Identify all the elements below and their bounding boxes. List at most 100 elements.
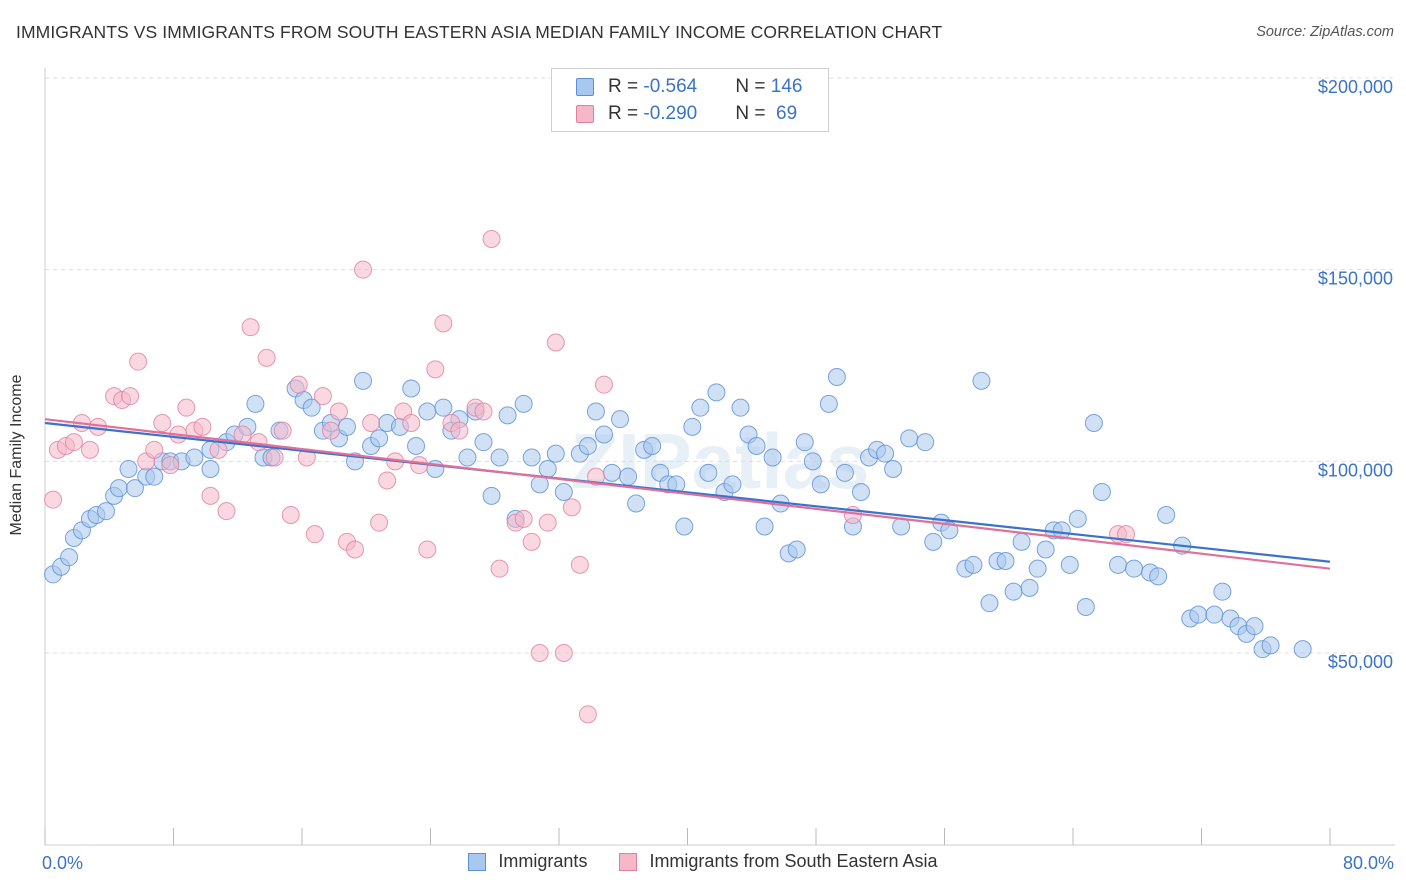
trend-line-sea [44, 418, 1331, 570]
data-point-immigrants [125, 479, 144, 498]
data-point-sea [209, 440, 228, 459]
data-point-sea [289, 375, 308, 394]
data-point-immigrants [554, 483, 573, 501]
data-point-immigrants [490, 448, 509, 467]
chart-title: IMMIGRANTS VS IMMIGRANTS FROM SOUTH EAST… [16, 22, 943, 42]
series-swatch-blue [468, 852, 487, 871]
data-point-sea [578, 705, 597, 724]
series-legend-sea: Immigrants from South Eastern Asia [619, 851, 938, 872]
data-point-sea [145, 440, 164, 459]
data-point-immigrants [916, 433, 935, 452]
data-point-immigrants [1157, 506, 1176, 524]
data-point-immigrants [1261, 636, 1280, 655]
data-point-immigrants [731, 398, 750, 417]
data-point-immigrants [246, 394, 265, 413]
data-point-sea [313, 387, 332, 406]
data-point-immigrants [302, 398, 321, 417]
data-point-immigrants [763, 448, 782, 467]
data-point-immigrants [603, 463, 622, 482]
data-point-sea [362, 414, 381, 432]
data-point-immigrants [811, 475, 830, 494]
data-point-sea [562, 498, 581, 517]
series-swatch-pink [619, 852, 638, 871]
data-point-sea [241, 318, 260, 337]
data-point-sea [378, 471, 397, 490]
data-point-sea [450, 421, 469, 440]
data-point-sea [321, 421, 340, 440]
data-point-immigrants [1076, 598, 1095, 616]
data-point-immigrants [1092, 483, 1111, 501]
y-tick-label: $200,000 [1318, 77, 1393, 97]
data-point-immigrants [643, 437, 662, 455]
data-point-immigrants [611, 410, 630, 429]
x-tick-label-min: 0.0% [42, 853, 83, 873]
legend-r-value: -0.564 [643, 76, 698, 97]
data-point-sea [522, 532, 541, 551]
source-credit: Source: ZipAtlas.com [1256, 24, 1394, 40]
data-point-immigrants [594, 425, 613, 444]
legend-r-label: R = [608, 76, 644, 97]
data-point-immigrants [691, 398, 710, 417]
data-point-immigrants [474, 433, 493, 452]
data-point-sea [129, 352, 148, 371]
data-point-immigrants [1068, 509, 1087, 528]
data-point-immigrants [924, 532, 943, 551]
data-point-sea [570, 555, 589, 574]
y-tick-label: $50,000 [1328, 652, 1393, 672]
data-point-sea [121, 387, 140, 406]
data-point-immigrants [578, 437, 597, 455]
data-point-immigrants [964, 555, 983, 574]
data-point-immigrants [1028, 559, 1047, 578]
data-point-immigrants [1189, 605, 1208, 624]
y-tick-label: $100,000 [1318, 460, 1393, 480]
data-point-immigrants [1293, 640, 1312, 659]
legend-swatch-blue [576, 78, 594, 96]
data-point-immigrants [1020, 578, 1039, 597]
data-point-immigrants [119, 460, 138, 478]
data-point-sea [538, 513, 557, 532]
data-point-immigrants [996, 552, 1015, 570]
data-point-immigrants [1245, 617, 1264, 636]
legend-r-value: -0.290 [643, 103, 698, 124]
data-point-immigrants [1060, 555, 1079, 574]
data-point-immigrants [407, 437, 426, 455]
data-point-sea [490, 559, 509, 578]
data-point-sea [482, 230, 501, 248]
data-point-immigrants [1004, 582, 1023, 601]
data-point-immigrants [707, 383, 726, 402]
data-point-immigrants [185, 448, 204, 467]
data-point-immigrants [109, 479, 128, 498]
legend-n-value: 146 [770, 76, 803, 97]
data-point-immigrants [835, 463, 854, 482]
data-point-immigrants [787, 540, 806, 559]
data-point-immigrants [747, 437, 766, 455]
data-point-sea [217, 502, 236, 521]
trend-line-immigrants [44, 421, 1331, 563]
data-point-immigrants [819, 394, 838, 413]
data-point-immigrants [884, 460, 903, 478]
data-point-sea [370, 513, 389, 532]
data-point-sea [265, 448, 284, 467]
data-point-immigrants [514, 394, 533, 413]
data-point-sea [418, 540, 437, 559]
legend-swatch-pink [576, 105, 594, 123]
legend-row-immigrants: R = -0.564 N = 146 [576, 76, 802, 98]
data-point-immigrants [803, 452, 822, 471]
data-point-immigrants [538, 460, 557, 478]
data-point-sea [514, 509, 533, 528]
data-point-sea [329, 402, 348, 421]
data-point-immigrants [201, 460, 220, 478]
data-point-immigrants [458, 448, 477, 467]
legend-r-label: R = [608, 103, 644, 124]
data-point-sea [281, 506, 300, 524]
data-point-sea [249, 433, 268, 452]
correlation-legend: R = -0.564 N = 146 R = -0.290 N = 69 [551, 68, 829, 132]
data-point-sea [177, 398, 196, 417]
data-point-immigrants [337, 417, 356, 436]
data-point-immigrants [972, 371, 991, 390]
data-point-sea [546, 333, 565, 352]
data-point-immigrants [418, 402, 437, 421]
series-legend: Immigrants Immigrants from South Eastern… [0, 851, 1406, 872]
data-point-immigrants [1205, 605, 1224, 624]
data-point-sea [530, 644, 549, 662]
